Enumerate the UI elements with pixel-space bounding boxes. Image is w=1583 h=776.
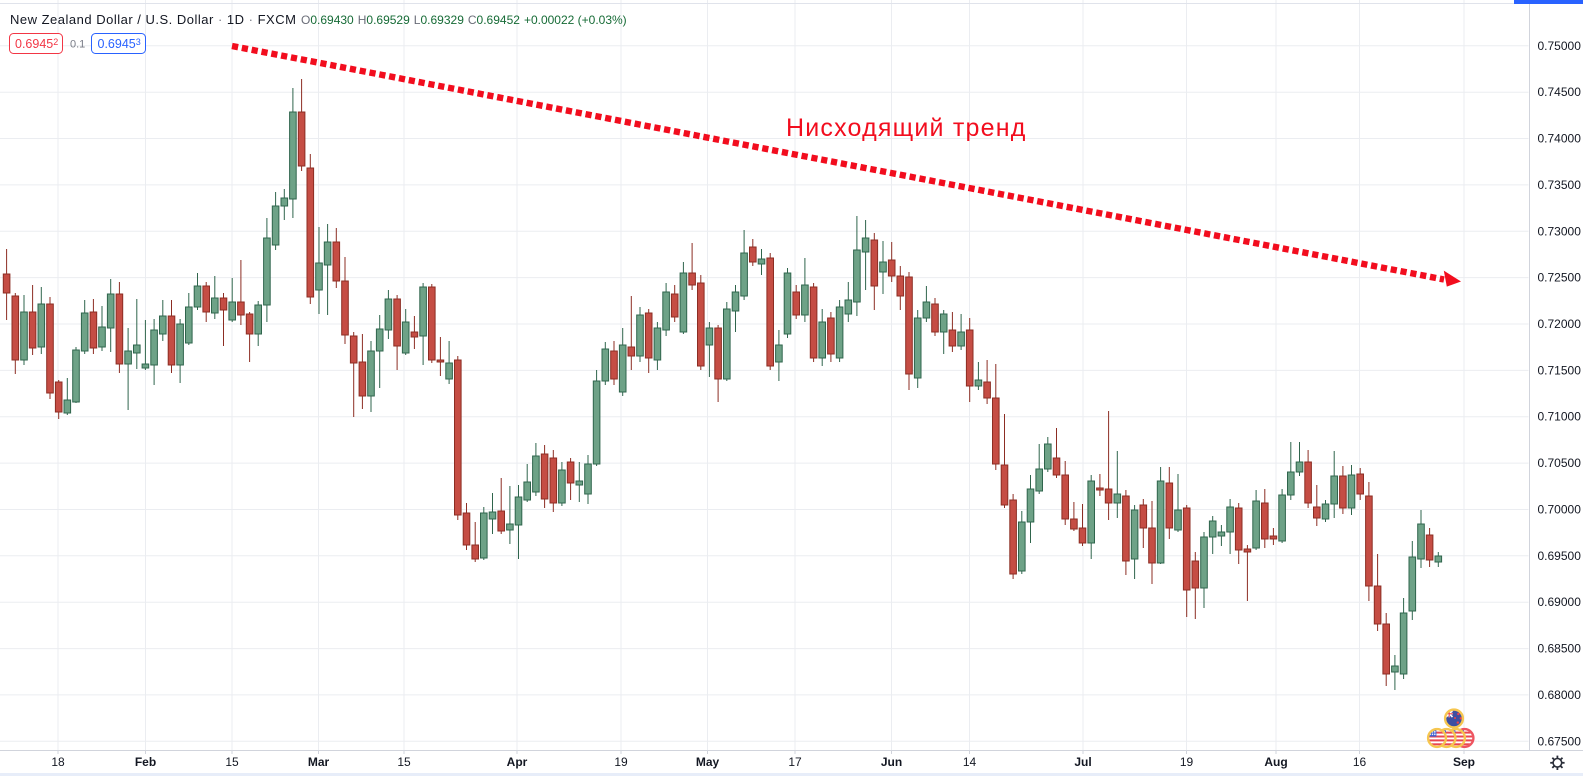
svg-text:Mar: Mar	[308, 755, 330, 769]
svg-text:0.68500: 0.68500	[1538, 642, 1582, 656]
svg-text:0.72000: 0.72000	[1538, 317, 1582, 331]
svg-text:17: 17	[788, 755, 802, 769]
svg-text:0.69000: 0.69000	[1538, 595, 1582, 609]
svg-text:0.68000: 0.68000	[1538, 688, 1582, 702]
svg-text:0.69452: 0.69452	[15, 37, 58, 51]
svg-text:14: 14	[963, 755, 977, 769]
svg-text:Aug: Aug	[1264, 755, 1287, 769]
svg-text:May: May	[696, 755, 720, 769]
svg-text:0.74500: 0.74500	[1538, 85, 1582, 99]
svg-text:Sep: Sep	[1453, 755, 1475, 769]
svg-text:0.74000: 0.74000	[1538, 132, 1582, 146]
svg-text:19: 19	[614, 755, 628, 769]
svg-text:Feb: Feb	[135, 755, 156, 769]
svg-text:0.72500: 0.72500	[1538, 271, 1582, 285]
svg-text:0.69453: 0.69453	[98, 37, 141, 51]
svg-text:0.73000: 0.73000	[1538, 224, 1582, 238]
svg-text:0.71500: 0.71500	[1538, 363, 1582, 377]
svg-text:15: 15	[397, 755, 411, 769]
svg-text:Jun: Jun	[881, 755, 902, 769]
svg-text:0.69500: 0.69500	[1538, 549, 1582, 563]
svg-text:19: 19	[1180, 755, 1194, 769]
svg-text:0.70000: 0.70000	[1538, 503, 1582, 517]
svg-text:18: 18	[51, 755, 65, 769]
svg-text:Jul: Jul	[1074, 755, 1091, 769]
svg-text:Нисходящий тренд: Нисходящий тренд	[786, 114, 1027, 142]
svg-text:0.70500: 0.70500	[1538, 456, 1582, 470]
svg-text:0.67500: 0.67500	[1538, 734, 1582, 748]
svg-text:0.1: 0.1	[70, 39, 85, 51]
svg-text:0.75000: 0.75000	[1538, 39, 1582, 53]
svg-text:New Zealand Dollar / U.S. Doll: New Zealand Dollar / U.S. Dollar · 1D · …	[10, 12, 296, 27]
svg-text:Apr: Apr	[507, 755, 528, 769]
svg-text:15: 15	[225, 755, 239, 769]
svg-text:0.73500: 0.73500	[1538, 178, 1582, 192]
svg-text:0.71000: 0.71000	[1538, 410, 1582, 424]
svg-text:16: 16	[1353, 755, 1367, 769]
